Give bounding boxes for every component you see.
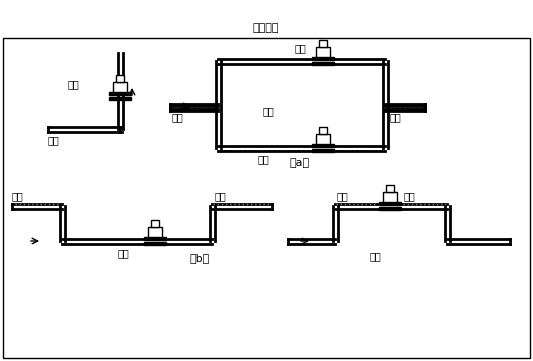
Bar	[151, 220, 159, 227]
Bar	[383, 192, 397, 202]
Text: 气泡: 气泡	[12, 191, 24, 201]
Text: 图（四）: 图（四）	[253, 23, 279, 33]
Text: 正确: 正确	[295, 43, 307, 53]
Bar	[144, 237, 166, 240]
Bar	[312, 62, 334, 65]
Text: 液体: 液体	[48, 135, 60, 145]
Text: 气泡: 气泡	[404, 191, 416, 201]
Bar	[379, 207, 401, 210]
Bar	[113, 82, 127, 92]
Bar	[386, 185, 394, 192]
Bar	[312, 149, 334, 152]
Text: 正确: 正确	[118, 248, 130, 258]
Bar	[116, 75, 124, 82]
Text: 液体: 液体	[172, 112, 184, 122]
Bar	[312, 57, 334, 60]
Bar	[319, 40, 327, 47]
Text: 正确: 正确	[68, 79, 80, 89]
Bar	[316, 134, 330, 144]
Bar	[379, 202, 401, 205]
Text: （a）: （a）	[290, 158, 310, 168]
Bar	[109, 97, 131, 100]
Text: 错误: 错误	[370, 251, 382, 261]
Bar	[144, 242, 166, 245]
Bar	[148, 227, 162, 237]
Text: 液体: 液体	[258, 154, 270, 164]
Text: 气泡: 气泡	[215, 191, 227, 201]
Bar	[316, 47, 330, 57]
Text: 液体: 液体	[390, 112, 402, 122]
Bar	[3, 38, 530, 358]
Bar	[109, 92, 131, 95]
Text: （b）: （b）	[190, 253, 210, 263]
Text: 气泡: 气泡	[337, 191, 349, 201]
Bar	[319, 127, 327, 134]
Bar	[312, 144, 334, 147]
Text: 错误: 错误	[263, 106, 274, 116]
